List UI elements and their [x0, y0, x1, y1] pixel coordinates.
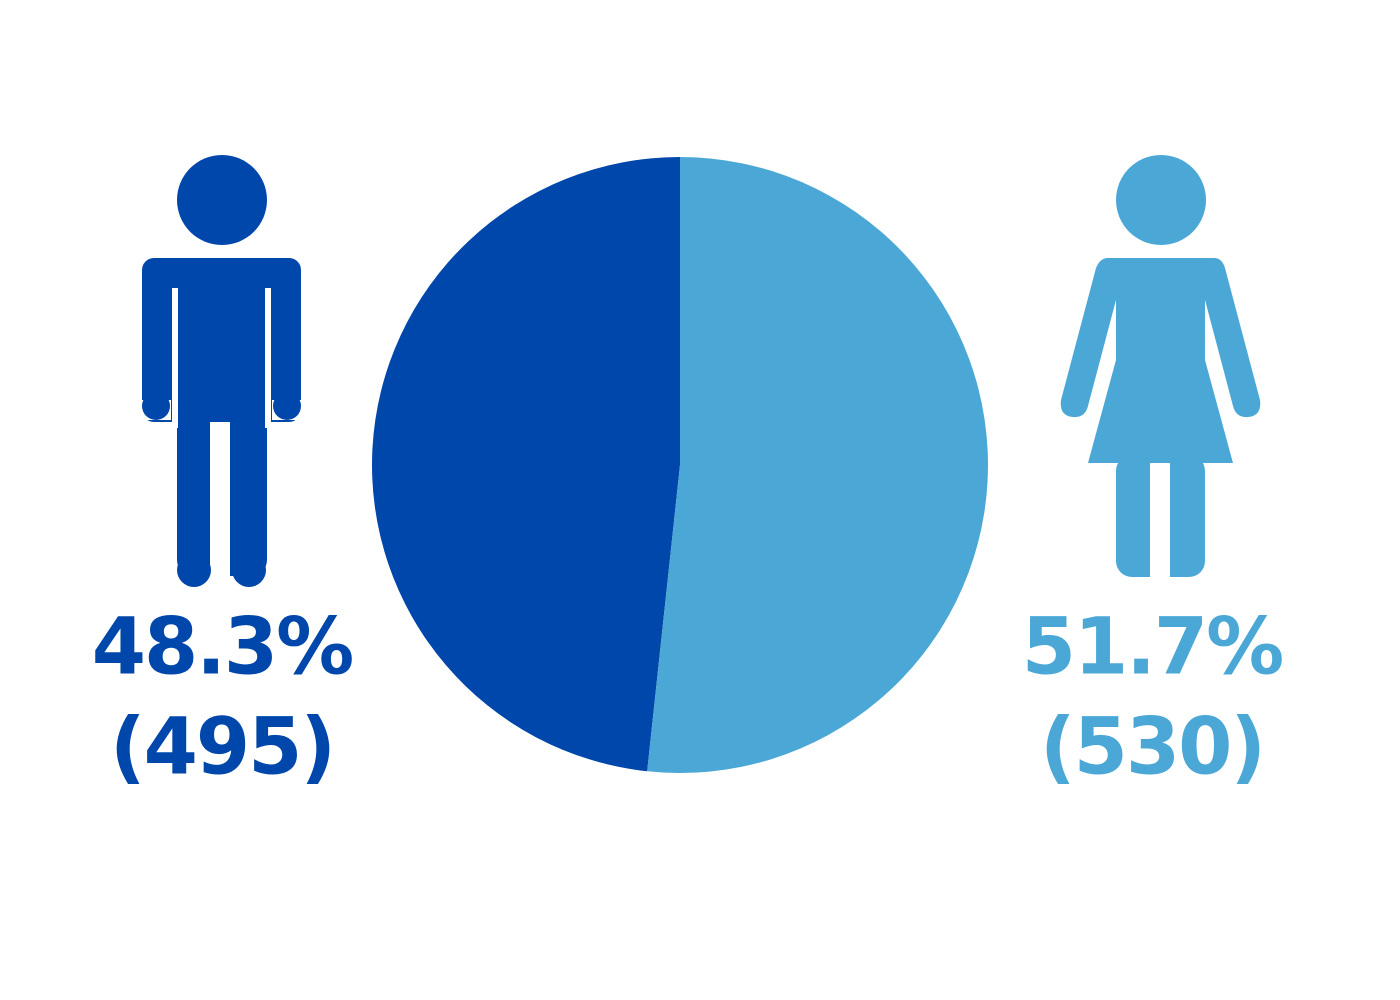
- percent-label: 51.7%: [1022, 602, 1283, 692]
- count-label: (530): [1040, 702, 1264, 792]
- female-icon: [1060, 155, 1261, 593]
- pie-slice: [372, 157, 680, 772]
- pie-slice: [647, 156, 989, 773]
- male-icon: [142, 155, 301, 592]
- pie: [372, 156, 989, 773]
- count-label: (495): [110, 702, 334, 792]
- percent-label: 48.3%: [92, 602, 353, 692]
